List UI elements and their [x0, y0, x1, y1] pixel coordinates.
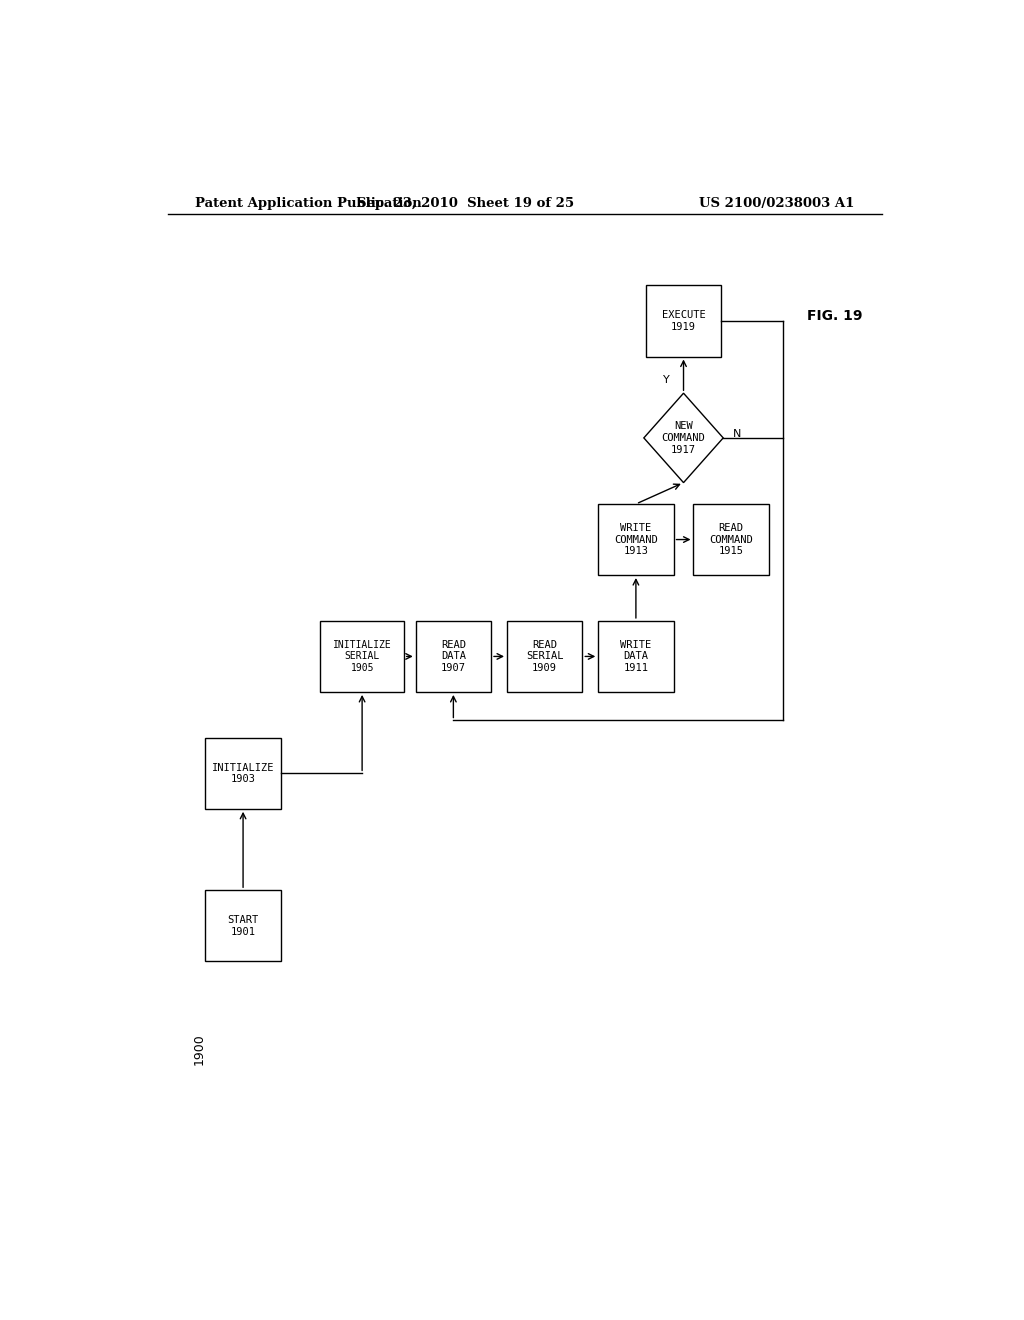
Text: WRITE
COMMAND
1913: WRITE COMMAND 1913	[614, 523, 657, 556]
Text: FIG. 19: FIG. 19	[807, 309, 862, 323]
Text: READ
COMMAND
1915: READ COMMAND 1915	[710, 523, 753, 556]
Text: START
1901: START 1901	[227, 915, 259, 937]
Text: EXECUTE
1919: EXECUTE 1919	[662, 310, 706, 331]
FancyBboxPatch shape	[646, 285, 721, 356]
FancyBboxPatch shape	[206, 738, 281, 809]
Text: INITIALIZE
1903: INITIALIZE 1903	[212, 763, 274, 784]
Text: NEW
COMMAND
1917: NEW COMMAND 1917	[662, 421, 706, 454]
FancyBboxPatch shape	[598, 620, 674, 692]
Text: 1900: 1900	[194, 1034, 206, 1065]
Text: INITIALIZE
SERIAL
1905: INITIALIZE SERIAL 1905	[333, 640, 391, 673]
FancyBboxPatch shape	[598, 504, 674, 576]
FancyBboxPatch shape	[321, 620, 403, 692]
Text: Y: Y	[663, 375, 670, 385]
Text: Sep. 23, 2010  Sheet 19 of 25: Sep. 23, 2010 Sheet 19 of 25	[356, 197, 573, 210]
FancyBboxPatch shape	[693, 504, 769, 576]
FancyBboxPatch shape	[206, 890, 281, 961]
Text: N: N	[733, 429, 741, 438]
Text: Patent Application Publication: Patent Application Publication	[196, 197, 422, 210]
FancyBboxPatch shape	[416, 620, 492, 692]
Text: US 2100/0238003 A1: US 2100/0238003 A1	[699, 197, 855, 210]
Text: READ
SERIAL
1909: READ SERIAL 1909	[526, 640, 563, 673]
Text: WRITE
DATA
1911: WRITE DATA 1911	[621, 640, 651, 673]
FancyBboxPatch shape	[507, 620, 583, 692]
Polygon shape	[644, 393, 723, 483]
Text: READ
DATA
1907: READ DATA 1907	[441, 640, 466, 673]
